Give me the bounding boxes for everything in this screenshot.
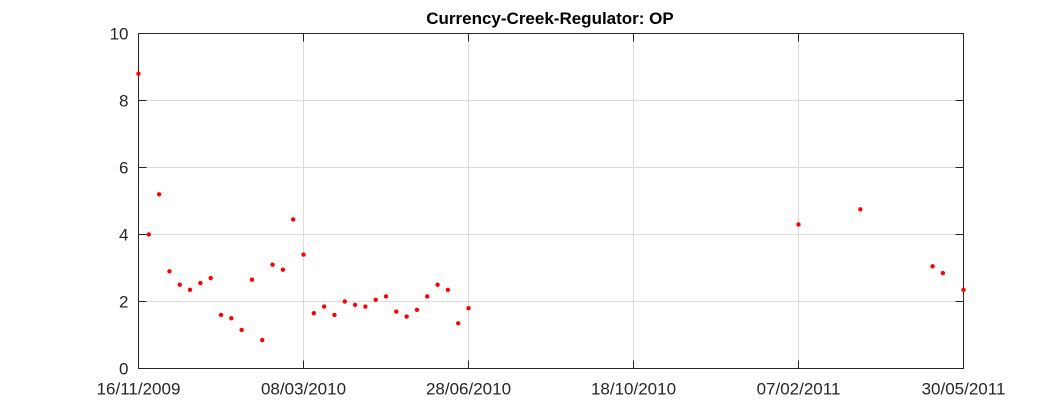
data-point <box>311 311 317 316</box>
data-point <box>167 269 172 274</box>
x-tick-label: 18/10/2010 <box>591 380 676 399</box>
data-point <box>218 312 224 318</box>
data-point <box>321 304 327 309</box>
data-point <box>425 294 430 299</box>
data-point <box>961 287 966 292</box>
data-point <box>414 307 420 313</box>
x-tick-label: 07/02/2011 <box>757 380 841 399</box>
data-point <box>146 232 152 237</box>
data-point <box>249 277 255 282</box>
data-point <box>208 275 213 281</box>
data-point <box>156 192 162 197</box>
data-point <box>177 282 182 287</box>
data-point <box>187 287 193 292</box>
tick-layer: 0 2 4 6 8 10 16/11/2009 08/03/2010 28/06/2010 18/… <box>97 25 1006 399</box>
data-point <box>301 252 306 257</box>
x-tick-label: 30/05/2011 <box>922 380 1006 399</box>
y-tick-label: 10 <box>110 25 129 44</box>
data-point <box>466 306 471 311</box>
y-tick-label: 4 <box>119 226 128 245</box>
data-point <box>352 302 358 308</box>
data-point <box>332 312 337 318</box>
data-point <box>260 337 265 343</box>
data-point <box>280 267 286 272</box>
data-point <box>445 287 451 292</box>
data-point <box>383 294 389 299</box>
data-point <box>229 316 234 321</box>
grid-layer <box>138 33 964 369</box>
chart-title: Currency-Creek-Regulator: OP <box>426 9 674 28</box>
data-point <box>342 299 347 304</box>
y-tick-label: 8 <box>119 92 128 111</box>
data-point <box>404 314 409 319</box>
y-tick-label: 2 <box>119 293 128 312</box>
data-points <box>136 71 966 343</box>
x-tick-label: 08/03/2010 <box>261 380 346 399</box>
x-tick-label: 28/06/2010 <box>426 380 511 399</box>
data-point <box>136 71 141 76</box>
data-point <box>930 264 935 269</box>
data-point <box>435 282 440 287</box>
data-point <box>373 297 378 303</box>
data-point <box>363 304 368 309</box>
data-point <box>858 207 863 212</box>
data-point <box>394 309 399 314</box>
data-point <box>198 280 203 286</box>
x-tick-label: 16/11/2009 <box>97 380 181 399</box>
data-point <box>940 270 946 276</box>
data-point <box>290 217 296 222</box>
data-point <box>239 327 244 333</box>
data-point <box>455 321 461 326</box>
y-tick-label: 0 <box>119 360 128 379</box>
data-point <box>270 262 275 267</box>
plot-area-frame <box>138 33 964 369</box>
data-point <box>796 222 801 227</box>
y-tick-label: 6 <box>119 159 128 178</box>
